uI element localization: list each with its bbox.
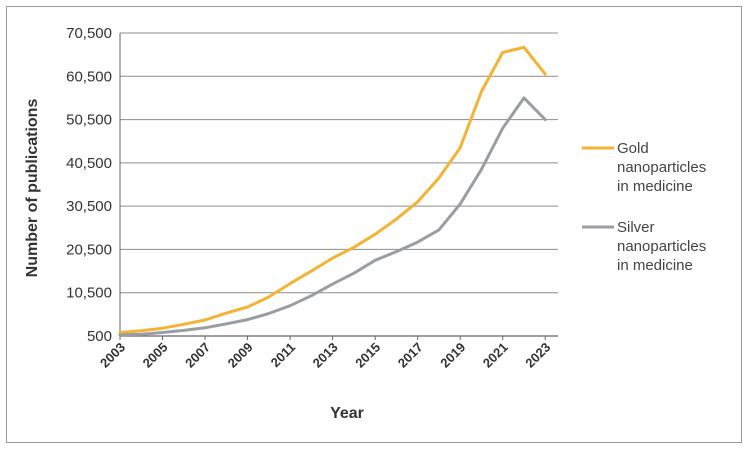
y-tick-label: 30,500 — [66, 198, 112, 215]
y-tick-label: 50,500 — [66, 112, 112, 129]
legend: Gold nanoparticles in medicine Silver nanopa… — [582, 140, 706, 274]
y-tick-label: 40,500 — [66, 155, 112, 172]
axes — [119, 33, 558, 337]
series-line-silver — [118, 96, 547, 337]
legend-label: in medicine — [617, 178, 693, 195]
x-tick-label: 2007 — [182, 340, 213, 371]
x-tick-label: 2009 — [225, 340, 256, 371]
x-tick-label: 2015 — [352, 340, 383, 371]
legend-label: Silver — [617, 219, 655, 236]
grid-lines — [120, 32, 558, 294]
series-lines — [118, 45, 547, 337]
x-axis-ticks: 2003 2005 2007 2009 2011 2013 2015 2017 2019 2021… — [97, 336, 553, 371]
x-axis-title: Year — [330, 405, 364, 422]
legend-label: nanoparticles — [617, 238, 706, 255]
x-tick-label: 2017 — [395, 340, 426, 371]
y-tick-label: 20,500 — [66, 241, 112, 258]
y-tick-label: 60,500 — [66, 68, 112, 85]
x-tick-label: 2013 — [310, 340, 341, 371]
y-axis-ticks: 500 10,500 20,500 30,500 40,500 50,500 60,500 7… — [66, 25, 112, 345]
y-axis-title: Number of publications — [24, 99, 41, 278]
series-line-gold — [118, 45, 547, 334]
x-tick-label: 2019 — [437, 340, 468, 371]
chart-frame — [6, 6, 742, 443]
legend-label: nanoparticles — [617, 159, 706, 176]
legend-label: Gold — [617, 140, 649, 157]
x-tick-label: 2011 — [268, 340, 299, 371]
legend-label: in medicine — [617, 257, 693, 274]
x-tick-label: 2005 — [140, 340, 171, 371]
y-tick-label: 70,500 — [66, 25, 112, 42]
y-tick-label: 10,500 — [66, 285, 112, 302]
x-tick-label: 2023 — [522, 340, 553, 371]
y-tick-label: 500 — [87, 328, 112, 345]
x-tick-label: 2021 — [480, 340, 511, 371]
